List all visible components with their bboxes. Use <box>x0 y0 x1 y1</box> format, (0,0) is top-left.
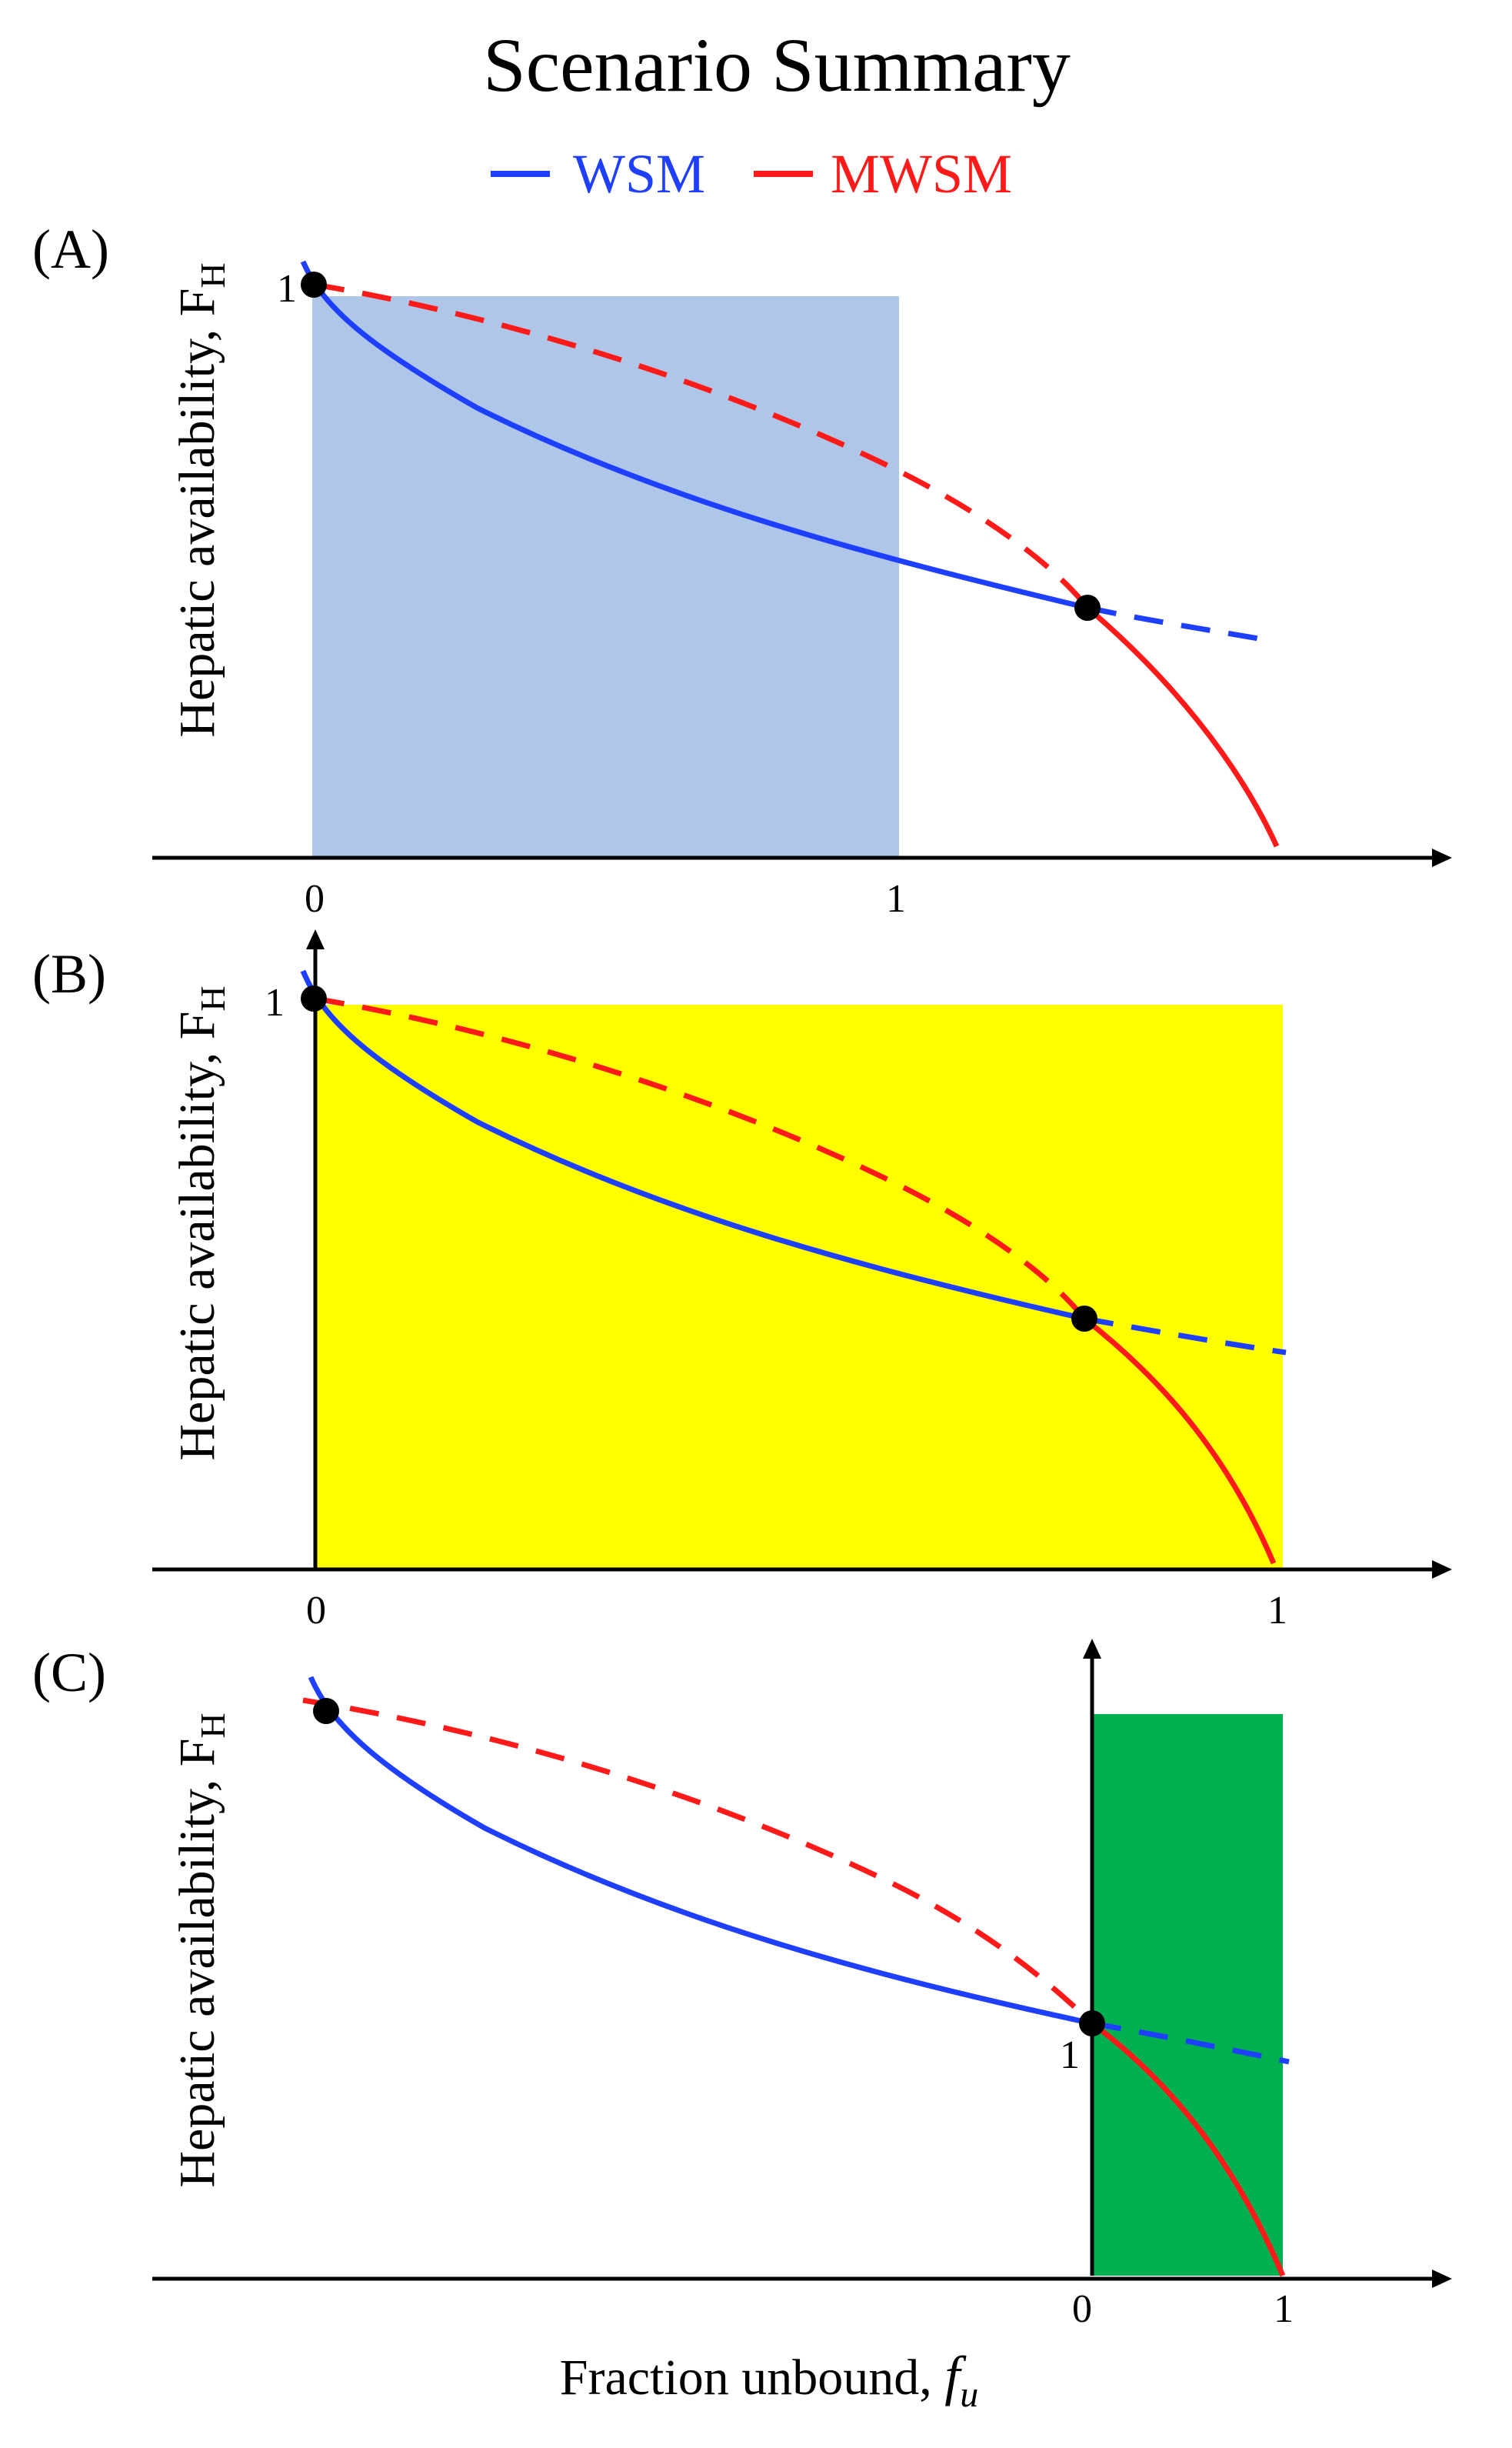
panel-c-wsm-dashed-curve <box>1091 2020 1290 2065</box>
panel-a-wsm-dashed-curve <box>1087 605 1268 643</box>
panel-a-y-tick-1: 1 <box>277 267 297 311</box>
panel-c-wsm-solid-curve <box>308 1676 1093 2026</box>
panel-a-y-axis-label: Hepatic availability, FH <box>169 262 232 737</box>
panel-b-x-tick-1: 1 <box>1267 1589 1287 1633</box>
panel-c: (C) Hepatic availability, FH 1 0 1 Fract… <box>32 1639 1452 2415</box>
panel-c-y-tick-1: 1 <box>1060 2033 1080 2077</box>
panel-b-y-tick-1: 1 <box>265 981 285 1025</box>
panel-b-shaded-region <box>315 1005 1283 1569</box>
panel-b-wsm-dashed-curve <box>1084 1316 1287 1356</box>
panel-b-mwsm-dashed-curve <box>315 996 1087 1321</box>
x-axis-label: Fraction unbound, fu <box>560 2345 978 2415</box>
panel-c-mwsm-solid-curve <box>1090 2021 1286 2277</box>
panel-c-x-tick-1: 1 <box>1274 2287 1294 2331</box>
panel-c-mwsm-dashed-curve <box>302 1697 1094 2026</box>
panel-b-wsm-solid-curve <box>300 969 1085 1322</box>
panel-b-x-axis-arrow <box>1432 1560 1452 1579</box>
panel-a-x-tick-0: 0 <box>305 877 325 921</box>
panel-b-mwsm-solid-curve <box>1082 1316 1277 1565</box>
panel-c-y-axis-label: Hepatic availability, FH <box>169 1713 232 2187</box>
panel-b-label: (B) <box>32 943 106 1005</box>
panel-a-label: (A) <box>32 218 109 280</box>
figure-title: Scenario Summary <box>483 22 1071 108</box>
panel-a-intersection-point <box>1074 595 1101 621</box>
panel-b-start-point <box>301 986 327 1012</box>
panel-c-x-tick-0: 0 <box>1072 2287 1092 2331</box>
panel-c-start-point <box>313 1698 339 1724</box>
panel-a: (A) Hepatic availability, FH 1 0 1 <box>32 218 1452 921</box>
panel-b-y-axis-label: Hepatic availability, FH <box>169 986 232 1460</box>
panel-b: (B) Hepatic availability, FH 1 0 1 <box>32 929 1452 1633</box>
panel-a-mwsm-solid-curve <box>1085 605 1280 848</box>
panel-a-mwsm-dashed-curve <box>315 282 1090 610</box>
panel-a-x-axis-arrow <box>1432 849 1452 867</box>
panel-c-intersection-point <box>1079 2010 1105 2036</box>
panel-a-start-point <box>301 272 327 298</box>
panel-c-x-axis-arrow <box>1432 2270 1452 2288</box>
panel-b-intersection-point <box>1071 1306 1097 1332</box>
legend-mwsm-label: MWSM <box>831 143 1012 205</box>
panel-a-wsm-solid-curve <box>300 260 1088 611</box>
panel-b-y-axis-arrow <box>306 929 325 949</box>
panel-a-x-tick-1: 1 <box>886 877 906 921</box>
panel-c-y-axis-arrow <box>1083 1639 1101 1659</box>
legend: WSM MWSM <box>491 143 1012 205</box>
panel-a-shaded-region <box>312 296 899 858</box>
panel-b-x-tick-0: 0 <box>306 1589 326 1633</box>
panel-c-label: (C) <box>32 1642 106 1703</box>
legend-wsm-label: WSM <box>573 143 705 205</box>
panel-c-shaded-region <box>1092 1714 1283 2276</box>
